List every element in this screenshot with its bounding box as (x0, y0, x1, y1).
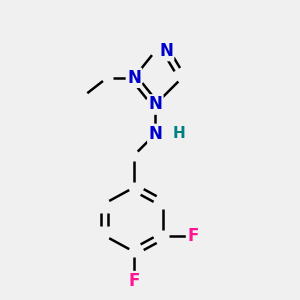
Text: N: N (159, 42, 173, 60)
Text: F: F (128, 272, 140, 290)
Text: N: N (127, 69, 141, 87)
Text: N: N (148, 125, 162, 143)
Text: H: H (173, 126, 186, 141)
Text: F: F (187, 227, 199, 245)
Text: N: N (148, 95, 162, 113)
